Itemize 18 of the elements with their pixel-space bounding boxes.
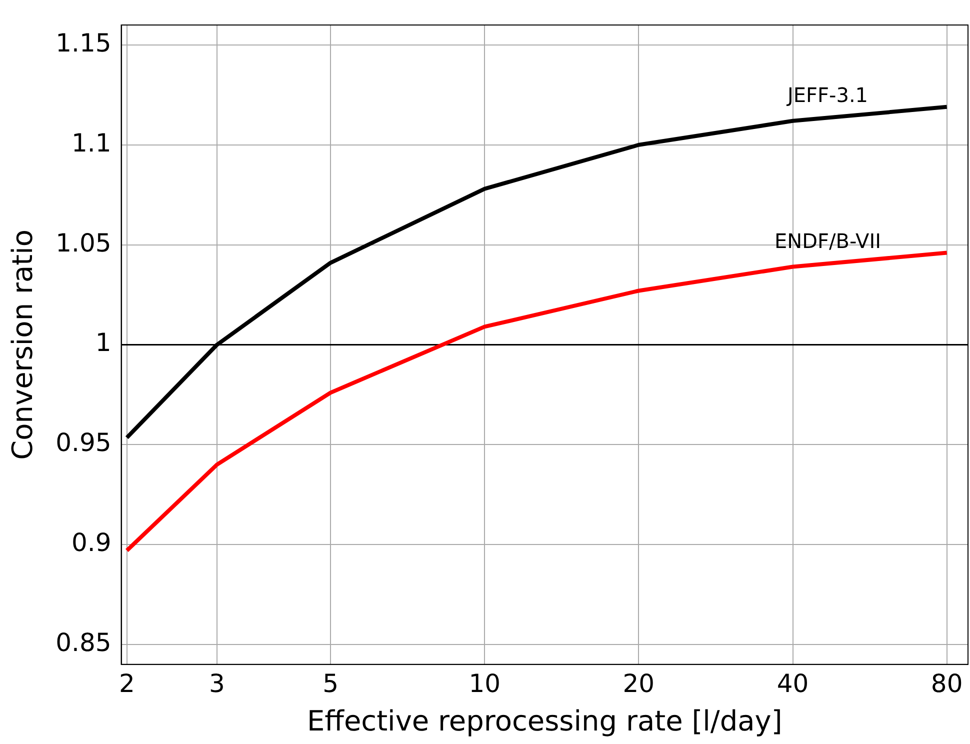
x-tick-label: 5: [322, 668, 339, 698]
x-tick-label: 3: [209, 668, 225, 698]
y-tick-label: 0.85: [56, 628, 112, 657]
y-tick-label: 0.9: [72, 528, 112, 558]
x-tick-label: 10: [468, 668, 501, 698]
x-tick-label: 80: [930, 668, 963, 698]
y-tick-label: 1: [95, 328, 112, 358]
x-tick-label: 40: [776, 668, 809, 698]
y-tick-label: 0.95: [56, 428, 112, 458]
x-tick-label: 20: [622, 668, 655, 698]
series-label: ENDF/B-VII: [774, 228, 881, 253]
x-tick-label: 2: [118, 668, 135, 698]
series-label: JEFF-3.1: [785, 83, 868, 108]
y-tick-label: 1.1: [72, 128, 112, 158]
y-tick-label: 1.05: [56, 228, 112, 258]
x-axis-title: Effective reprocessing rate [l/day]: [306, 704, 782, 738]
y-axis-title: Conversion ratio: [6, 229, 40, 460]
y-tick-label: 1.15: [56, 28, 112, 58]
